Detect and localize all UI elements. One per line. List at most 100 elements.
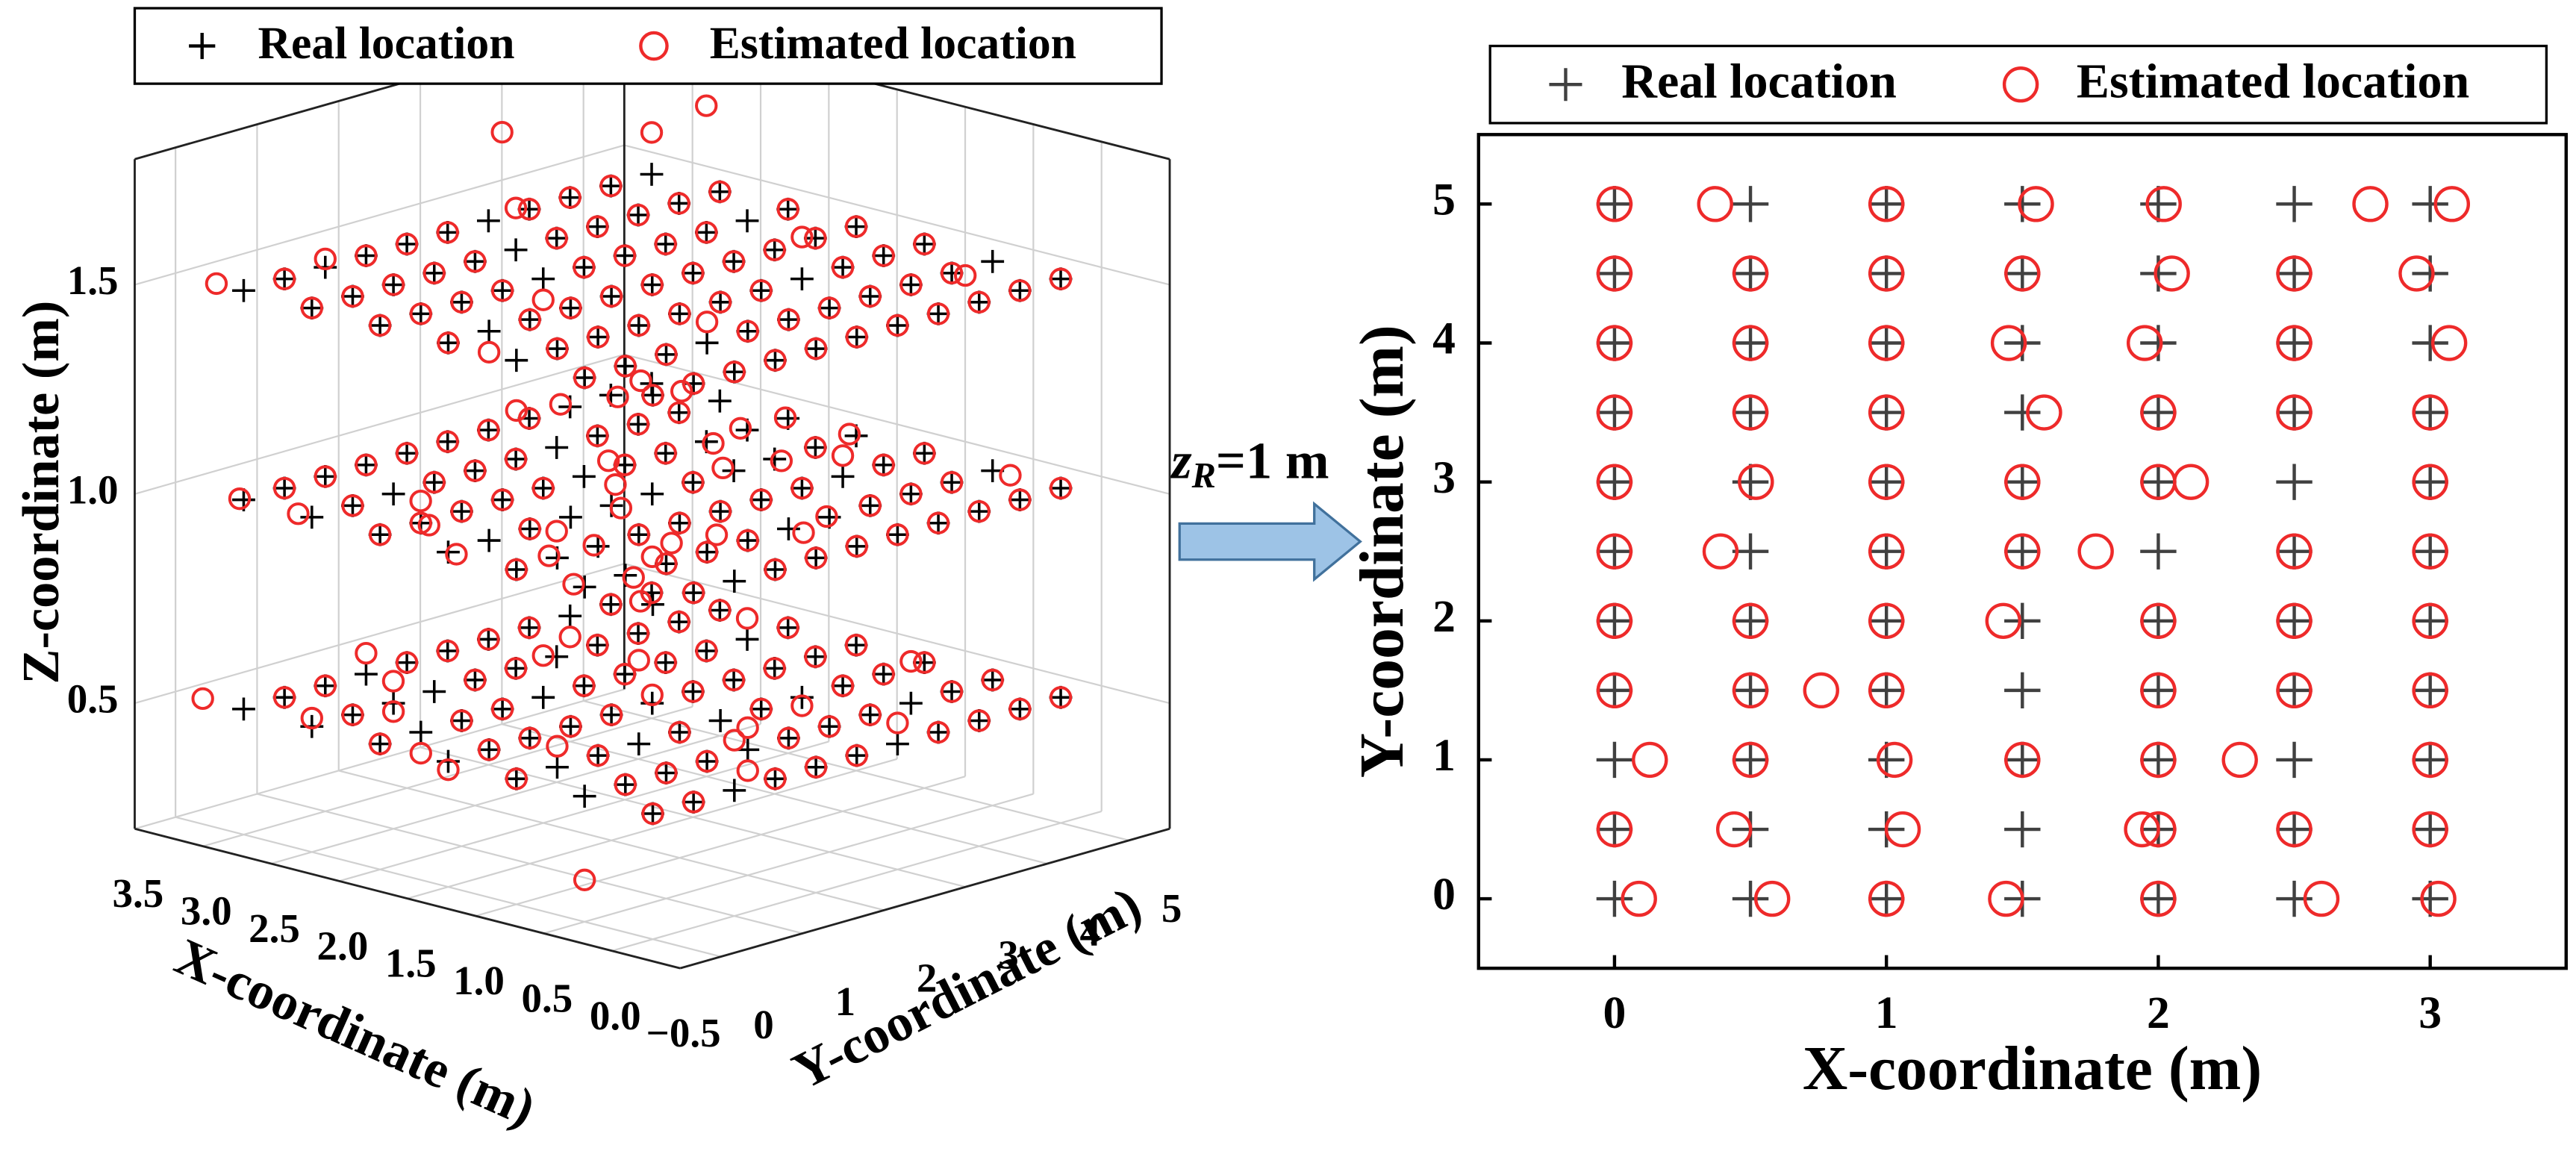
real-marker bbox=[1732, 672, 1769, 709]
estimated-marker bbox=[792, 521, 815, 544]
real-marker bbox=[736, 528, 760, 552]
grid-line bbox=[543, 793, 1034, 935]
estimated-marker bbox=[667, 401, 690, 424]
legend-label: Estimated location bbox=[710, 18, 1076, 69]
estimated-marker bbox=[899, 649, 923, 673]
estimated-marker bbox=[300, 296, 323, 319]
real-marker bbox=[2004, 325, 2041, 361]
x-tick-label: 3 bbox=[2418, 988, 2442, 1038]
real-marker bbox=[708, 389, 732, 413]
real-marker bbox=[450, 709, 473, 732]
estimated-marker bbox=[599, 593, 623, 616]
real-marker bbox=[1596, 880, 1633, 917]
real-marker bbox=[2140, 464, 2177, 500]
real-marker bbox=[2412, 464, 2448, 500]
real-marker bbox=[1868, 186, 1905, 222]
estimated-marker bbox=[1596, 186, 1633, 222]
legend-label: Real location bbox=[1621, 54, 1897, 109]
estimated-marker bbox=[790, 225, 814, 249]
real-marker bbox=[573, 465, 596, 488]
real-marker bbox=[736, 319, 760, 343]
real-marker bbox=[504, 656, 528, 680]
x-tick-label: 2 bbox=[2147, 988, 2170, 1038]
estimated-marker bbox=[695, 639, 718, 663]
estimated-marker bbox=[2004, 464, 2041, 500]
real-marker bbox=[668, 511, 691, 535]
estimated-marker bbox=[518, 308, 541, 331]
estimated-marker bbox=[736, 759, 759, 782]
estimated-marker bbox=[596, 449, 620, 473]
real-marker bbox=[2276, 602, 2313, 639]
estimated-marker bbox=[464, 459, 487, 482]
estimated-marker bbox=[314, 247, 337, 271]
real-marker bbox=[531, 267, 555, 291]
real-marker bbox=[2412, 741, 2448, 779]
estimated-marker bbox=[517, 198, 541, 221]
estimated-marker bbox=[355, 641, 378, 665]
estimated-marker bbox=[477, 628, 500, 651]
estimated-marker bbox=[314, 465, 337, 488]
real-marker bbox=[1868, 325, 1905, 361]
real-marker bbox=[722, 249, 746, 273]
real-marker bbox=[764, 349, 787, 372]
legend-box bbox=[1488, 44, 2548, 125]
estimated-marker bbox=[695, 540, 719, 564]
estimated-marker bbox=[2140, 602, 2177, 639]
real-marker bbox=[409, 302, 433, 325]
axis-line bbox=[134, 827, 681, 970]
real-marker bbox=[599, 284, 623, 308]
real-marker bbox=[2412, 880, 2448, 917]
real-marker bbox=[2276, 672, 2313, 709]
real-marker bbox=[573, 255, 596, 279]
real-marker bbox=[2140, 880, 2177, 917]
estimated-marker bbox=[682, 790, 705, 814]
real-marker bbox=[1732, 325, 1769, 361]
z-tick-label: 0.5 bbox=[67, 676, 119, 722]
real-marker bbox=[355, 453, 378, 477]
estimated-marker bbox=[604, 473, 627, 496]
estimated-marker bbox=[549, 393, 573, 416]
real-marker bbox=[1868, 741, 1905, 779]
annotation: zR=1 m bbox=[1170, 432, 1329, 496]
estimated-marker bbox=[228, 487, 252, 511]
real-marker bbox=[708, 499, 732, 523]
real-marker bbox=[450, 499, 473, 523]
estimated-marker bbox=[272, 267, 296, 290]
estimated-marker bbox=[1596, 325, 1633, 361]
estimated-marker bbox=[1008, 488, 1032, 511]
estimated-marker bbox=[729, 417, 752, 440]
estimated-marker bbox=[682, 471, 705, 494]
estimated-marker bbox=[804, 436, 827, 459]
estimated-marker bbox=[490, 697, 514, 721]
estimated-marker bbox=[668, 511, 691, 534]
x-tick-label: 3.0 bbox=[181, 888, 232, 934]
estimated-marker bbox=[682, 680, 705, 703]
estimated-marker bbox=[609, 496, 633, 520]
real-marker bbox=[2004, 741, 2041, 779]
real-marker bbox=[464, 249, 487, 273]
real-marker bbox=[667, 192, 691, 215]
estimated-marker bbox=[395, 232, 419, 256]
estimated-marker bbox=[627, 314, 650, 337]
estimated-marker bbox=[764, 349, 787, 372]
real-marker bbox=[626, 203, 650, 227]
estimated-marker bbox=[1988, 880, 2024, 917]
estimated-marker bbox=[1868, 255, 1905, 292]
y-tick-label: 5 bbox=[1432, 175, 1456, 225]
real-marker bbox=[2276, 186, 2313, 222]
grid-line bbox=[134, 353, 625, 495]
y-axis-title: Y-coordinate (m) bbox=[1348, 325, 1417, 778]
estimated-marker bbox=[749, 279, 773, 302]
axis-line bbox=[679, 827, 1170, 970]
estimated-marker bbox=[705, 523, 729, 546]
real-marker bbox=[667, 610, 691, 634]
real-marker bbox=[790, 267, 814, 291]
real-marker bbox=[872, 453, 896, 477]
real-marker bbox=[437, 749, 460, 773]
estimated-marker bbox=[546, 735, 569, 758]
x-tick-label: −0.5 bbox=[646, 1010, 721, 1055]
x-tick-label: 2.5 bbox=[249, 905, 300, 951]
estimated-marker bbox=[817, 715, 841, 738]
estimated-marker bbox=[627, 523, 650, 546]
estimated-marker bbox=[613, 662, 637, 686]
